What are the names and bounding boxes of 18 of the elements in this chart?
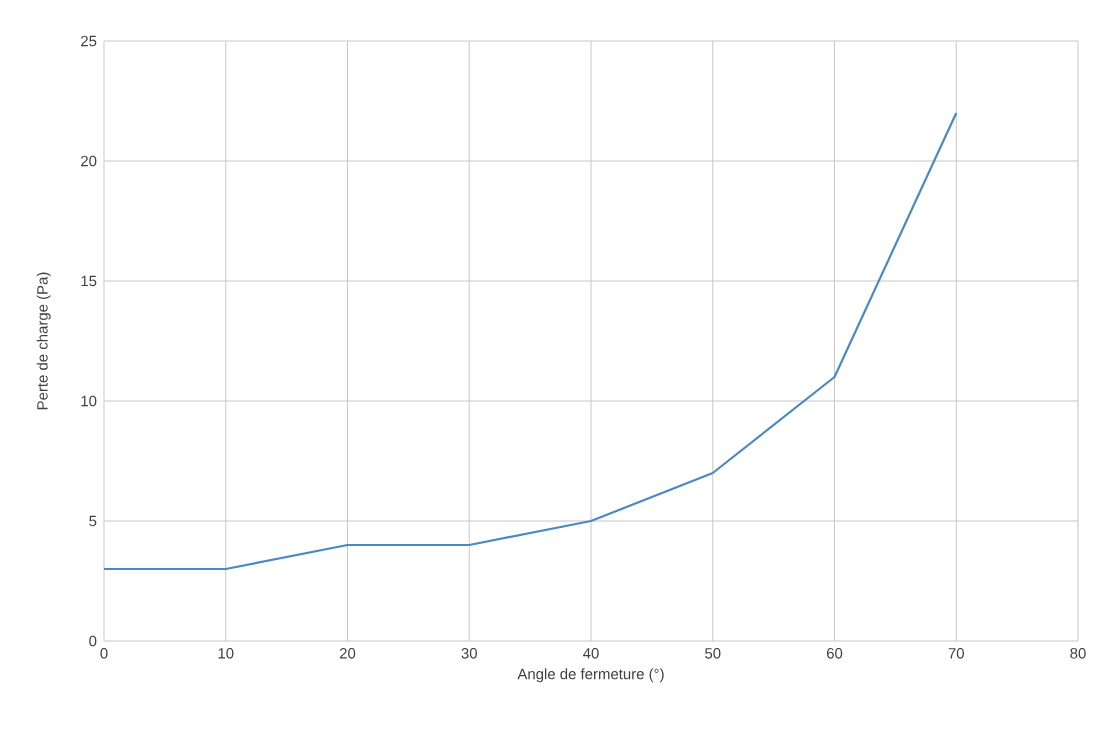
- x-tick-label: 30: [461, 648, 477, 659]
- x-tick-label: 0: [100, 648, 108, 659]
- x-tick-label: 10: [218, 648, 234, 659]
- line-series: [104, 111, 958, 571]
- x-tick-label: 50: [705, 648, 721, 659]
- y-tick-label: 20: [81, 155, 97, 167]
- x-tick-label: 60: [826, 648, 843, 659]
- y-tick-label: 5: [89, 515, 97, 527]
- y-tick-label: 25: [81, 35, 97, 47]
- x-tick-label: 40: [583, 648, 599, 659]
- x-tick-label: 20: [339, 648, 356, 659]
- x-axis-title: Angle de fermeture (°): [517, 668, 664, 683]
- y-tick-label: 10: [81, 395, 97, 407]
- y-tick-label: 0: [89, 635, 97, 647]
- y-tick-label: 15: [81, 275, 97, 287]
- x-tick-label: 70: [948, 648, 964, 659]
- x-tick-label: 80: [1070, 648, 1086, 659]
- y-axis-title: Perte de charge (Pa): [36, 272, 51, 410]
